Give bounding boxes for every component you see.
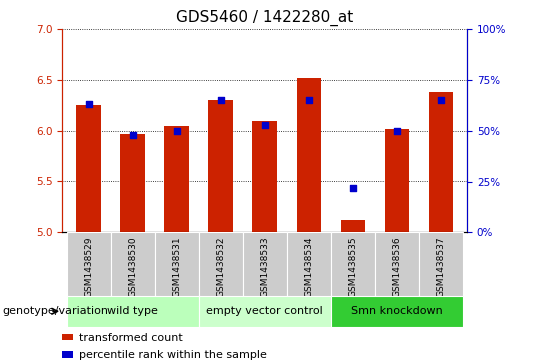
Point [393, 128, 401, 134]
Point [305, 97, 313, 103]
Bar [330, 232, 375, 296]
Bar [76, 105, 100, 232]
Text: GSM1438535: GSM1438535 [348, 237, 357, 297]
Bar [429, 92, 453, 232]
Text: GSM1438529: GSM1438529 [84, 237, 93, 297]
Bar [330, 296, 463, 327]
Text: GSM1438532: GSM1438532 [216, 237, 225, 297]
Text: empty vector control: empty vector control [206, 306, 323, 316]
Text: Smn knockdown: Smn knockdown [351, 306, 443, 316]
Bar [296, 78, 321, 232]
Bar [120, 134, 145, 232]
Point [84, 101, 93, 107]
Bar [165, 126, 188, 232]
Point [216, 97, 225, 103]
Text: GSM1438533: GSM1438533 [260, 237, 269, 297]
Bar [287, 232, 330, 296]
Bar [375, 232, 418, 296]
Bar [66, 232, 111, 296]
Bar [341, 220, 364, 232]
Bar [242, 232, 287, 296]
Text: GSM1438530: GSM1438530 [128, 237, 137, 297]
Point [128, 132, 137, 138]
Text: transformed count: transformed count [79, 333, 183, 343]
Bar [199, 296, 330, 327]
Text: genotype/variation: genotype/variation [3, 306, 109, 316]
Text: GSM1438534: GSM1438534 [304, 237, 313, 297]
Text: GSM1438531: GSM1438531 [172, 237, 181, 297]
Text: GSM1438537: GSM1438537 [436, 237, 445, 297]
Point [436, 97, 445, 103]
Text: percentile rank within the sample: percentile rank within the sample [79, 350, 267, 360]
Title: GDS5460 / 1422280_at: GDS5460 / 1422280_at [176, 10, 353, 26]
Bar [111, 232, 154, 296]
Bar [253, 121, 276, 232]
Bar [418, 232, 463, 296]
Bar [66, 296, 199, 327]
Bar [199, 232, 242, 296]
Point [348, 185, 357, 191]
Bar [154, 232, 199, 296]
Text: GSM1438536: GSM1438536 [392, 237, 401, 297]
Point [260, 122, 269, 127]
Bar [62, 334, 73, 340]
Bar [62, 351, 73, 358]
Bar [384, 129, 409, 232]
Bar [208, 100, 233, 232]
Text: wild type: wild type [107, 306, 158, 316]
Point [172, 128, 181, 134]
